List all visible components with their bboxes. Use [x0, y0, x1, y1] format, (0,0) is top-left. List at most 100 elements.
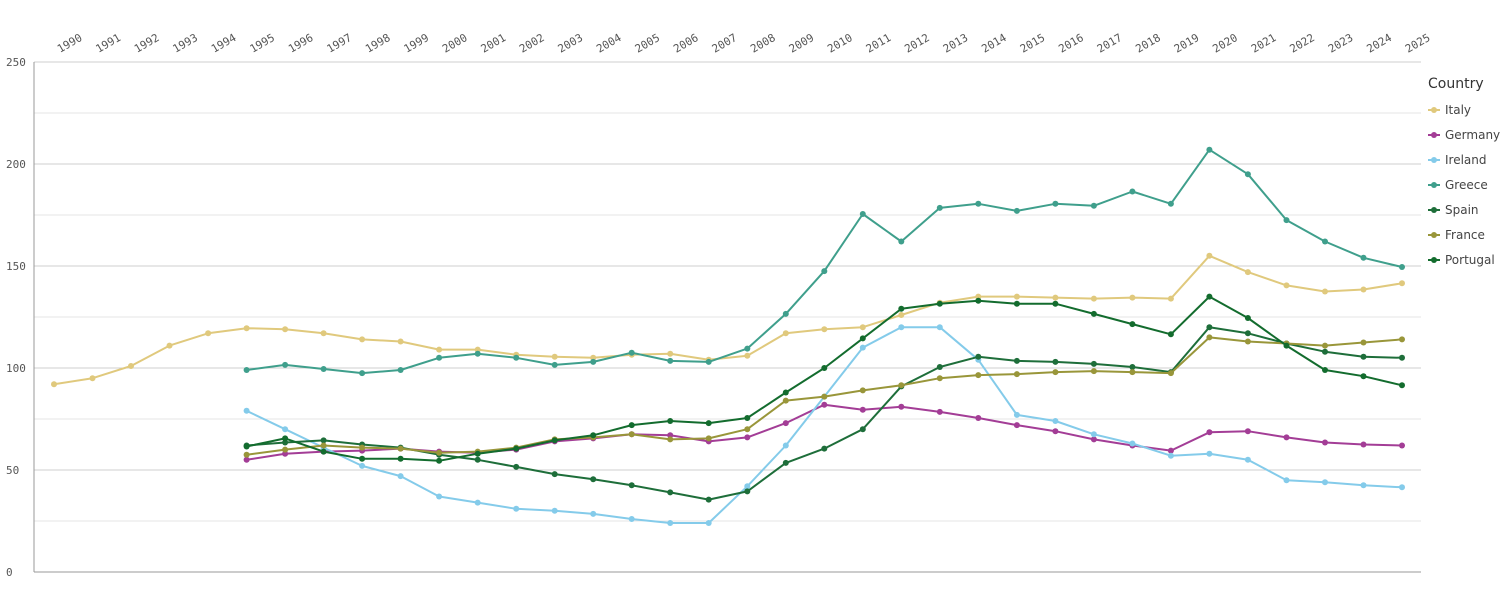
data-point-germany[interactable]: [282, 450, 289, 457]
data-point-italy[interactable]: [205, 330, 212, 337]
data-point-france[interactable]: [397, 445, 404, 452]
data-point-germany[interactable]: [1052, 428, 1059, 435]
data-point-ireland[interactable]: [705, 520, 712, 526]
data-point-greece[interactable]: [1090, 202, 1097, 209]
data-point-france[interactable]: [1090, 368, 1097, 375]
data-point-france[interactable]: [744, 426, 751, 433]
data-point-portugal[interactable]: [320, 448, 327, 455]
data-point-spain[interactable]: [320, 437, 327, 444]
data-point-italy[interactable]: [89, 375, 96, 382]
data-point-germany[interactable]: [898, 403, 905, 410]
data-point-ireland[interactable]: [282, 426, 289, 433]
data-point-france[interactable]: [1322, 342, 1328, 349]
data-point-greece[interactable]: [1244, 171, 1251, 178]
data-point-portugal[interactable]: [1129, 321, 1136, 328]
data-point-greece[interactable]: [975, 200, 982, 207]
data-point-greece[interactable]: [243, 367, 250, 373]
data-point-spain[interactable]: [936, 364, 943, 370]
data-point-spain[interactable]: [975, 353, 982, 360]
data-point-ireland[interactable]: [243, 407, 250, 414]
data-point-greece[interactable]: [821, 268, 828, 275]
data-point-spain[interactable]: [821, 445, 828, 452]
data-point-germany[interactable]: [936, 408, 943, 415]
data-point-france[interactable]: [243, 451, 250, 458]
data-point-portugal[interactable]: [782, 389, 789, 396]
data-point-italy[interactable]: [551, 353, 558, 360]
data-point-germany[interactable]: [1013, 422, 1020, 429]
data-point-portugal[interactable]: [975, 297, 982, 304]
data-point-portugal[interactable]: [1167, 331, 1174, 338]
data-point-ireland[interactable]: [1090, 431, 1097, 438]
data-point-portugal[interactable]: [898, 305, 905, 312]
data-point-greece[interactable]: [1167, 200, 1174, 207]
data-point-portugal[interactable]: [859, 335, 866, 342]
data-point-ireland[interactable]: [1167, 452, 1174, 459]
data-point-ireland[interactable]: [628, 516, 635, 522]
data-point-greece[interactable]: [1206, 146, 1213, 153]
data-point-ireland[interactable]: [474, 499, 481, 506]
data-point-germany[interactable]: [1399, 442, 1405, 449]
data-point-spain[interactable]: [667, 489, 674, 496]
data-point-greece[interactable]: [628, 349, 635, 356]
data-point-ireland[interactable]: [667, 520, 674, 526]
data-point-italy[interactable]: [782, 330, 789, 337]
data-point-italy[interactable]: [282, 326, 289, 333]
data-point-ireland[interactable]: [1360, 482, 1367, 489]
data-point-ireland[interactable]: [1052, 418, 1059, 424]
data-point-italy[interactable]: [975, 293, 982, 300]
data-point-ireland[interactable]: [744, 483, 751, 490]
data-point-portugal[interactable]: [1090, 310, 1097, 317]
data-point-spain[interactable]: [628, 482, 635, 489]
data-point-ireland[interactable]: [782, 442, 789, 449]
data-point-spain[interactable]: [1399, 354, 1405, 361]
data-point-greece[interactable]: [667, 357, 674, 364]
data-point-spain[interactable]: [1206, 324, 1213, 331]
data-point-italy[interactable]: [397, 338, 404, 345]
data-point-france[interactable]: [898, 382, 905, 389]
data-point-italy[interactable]: [898, 312, 905, 318]
data-point-greece[interactable]: [1283, 217, 1290, 224]
data-point-greece[interactable]: [474, 350, 481, 357]
data-point-ireland[interactable]: [1322, 479, 1328, 486]
data-point-germany[interactable]: [821, 401, 828, 408]
data-point-france[interactable]: [859, 387, 866, 394]
data-point-italy[interactable]: [166, 342, 173, 349]
data-point-italy[interactable]: [1322, 288, 1328, 295]
data-point-portugal[interactable]: [1360, 373, 1367, 380]
data-point-portugal[interactable]: [1206, 293, 1213, 300]
data-point-ireland[interactable]: [436, 493, 443, 500]
data-point-portugal[interactable]: [551, 437, 558, 444]
data-point-france[interactable]: [975, 372, 982, 379]
data-point-italy[interactable]: [1283, 282, 1290, 289]
data-point-portugal[interactable]: [282, 435, 289, 442]
data-point-portugal[interactable]: [513, 445, 520, 452]
data-point-portugal[interactable]: [1052, 300, 1059, 307]
data-point-france[interactable]: [1399, 336, 1405, 343]
data-point-ireland[interactable]: [590, 510, 597, 517]
data-point-greece[interactable]: [590, 358, 597, 365]
data-point-spain[interactable]: [1322, 348, 1328, 355]
legend-item-germany[interactable]: Germany: [1428, 128, 1500, 142]
legend-item-france[interactable]: France: [1428, 228, 1485, 242]
data-point-france[interactable]: [667, 436, 674, 443]
data-point-germany[interactable]: [667, 432, 674, 439]
data-point-greece[interactable]: [1360, 254, 1367, 261]
data-point-greece[interactable]: [898, 238, 905, 245]
data-point-italy[interactable]: [359, 336, 366, 343]
data-point-greece[interactable]: [282, 361, 289, 368]
data-point-spain[interactable]: [1360, 353, 1367, 360]
data-point-spain[interactable]: [590, 476, 597, 483]
data-point-portugal[interactable]: [436, 457, 443, 464]
data-point-portugal[interactable]: [821, 365, 828, 371]
data-point-greece[interactable]: [1399, 264, 1405, 270]
data-point-germany[interactable]: [782, 420, 789, 427]
data-point-germany[interactable]: [1090, 436, 1097, 443]
data-point-france[interactable]: [782, 397, 789, 404]
data-point-spain[interactable]: [705, 496, 712, 503]
data-point-spain[interactable]: [782, 459, 789, 466]
data-point-portugal[interactable]: [628, 422, 635, 429]
legend-item-spain[interactable]: Spain: [1428, 203, 1479, 217]
data-point-ireland[interactable]: [397, 473, 404, 480]
data-point-ireland[interactable]: [898, 324, 905, 331]
data-point-france[interactable]: [1167, 370, 1174, 377]
